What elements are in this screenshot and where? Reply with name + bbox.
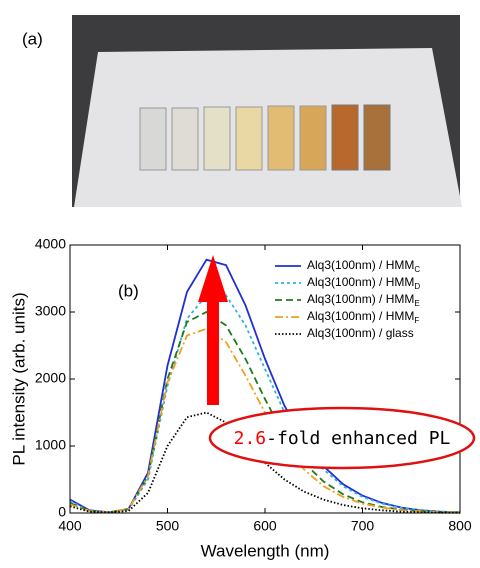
legend-name: Alq3(100nm) / HMM bbox=[307, 309, 414, 323]
sample bbox=[139, 107, 167, 171]
annotation-text: -fold enhanced PL bbox=[266, 428, 450, 449]
legend-name: Alq3(100nm) / HMM bbox=[307, 275, 414, 289]
legend-label: Alq3(100nm) / HMME bbox=[307, 292, 420, 308]
y-tick-label: 0 bbox=[58, 504, 66, 520]
plot-frame bbox=[69, 244, 461, 514]
photo bbox=[72, 15, 462, 207]
y-tick-label: 4000 bbox=[35, 236, 66, 252]
legend-subscript: D bbox=[414, 282, 420, 291]
samples bbox=[139, 104, 391, 171]
panel-label: (a) bbox=[22, 29, 43, 48]
sample bbox=[363, 104, 391, 171]
y-axis-label: PL intensity (arb. units) bbox=[9, 292, 28, 465]
legend-subscript: E bbox=[414, 299, 419, 308]
arrow-head bbox=[198, 255, 228, 302]
annotation-number: 2.6 bbox=[234, 428, 267, 449]
x-tick-label: 800 bbox=[448, 518, 472, 534]
sample bbox=[203, 106, 231, 171]
y-tick-label: 2000 bbox=[35, 370, 66, 386]
legend-subscript: C bbox=[414, 265, 420, 274]
legend-name: Alq3(100nm) / HMM bbox=[307, 292, 414, 306]
sample bbox=[267, 105, 295, 171]
y-tick-label: 1000 bbox=[35, 437, 66, 453]
sample bbox=[171, 107, 199, 171]
panel-label: (b) bbox=[118, 281, 139, 300]
sample bbox=[299, 105, 327, 171]
y-tick-label: 3000 bbox=[35, 303, 66, 319]
x-tick-label: 400 bbox=[58, 518, 82, 534]
x-tick-label: 600 bbox=[253, 518, 277, 534]
annotation: 2.6-fold enhanced PL bbox=[234, 428, 451, 449]
legend-name: Alq3(100nm) / HMM bbox=[307, 258, 414, 272]
chart: 0 1000 2000 3000 4000 400 500 600 700 800 Waveleng… bbox=[9, 236, 476, 560]
legend-label: Alq3(100nm) / HMMC bbox=[307, 258, 420, 274]
sample bbox=[331, 104, 359, 171]
legend-subscript: F bbox=[414, 316, 419, 325]
x-tick-label: 700 bbox=[351, 518, 375, 534]
legend-label: Alq3(100nm) / glass bbox=[307, 326, 414, 340]
legend-name: Alq3(100nm) / glass bbox=[307, 326, 414, 340]
legend-label: Alq3(100nm) / HMMF bbox=[307, 309, 419, 325]
legend-label: Alq3(100nm) / HMMD bbox=[307, 275, 420, 291]
x-tick-label: 500 bbox=[156, 518, 180, 534]
annotation-ellipse bbox=[208, 406, 476, 470]
sample bbox=[235, 106, 263, 171]
x-axis-label: Wavelength (nm) bbox=[201, 541, 330, 560]
